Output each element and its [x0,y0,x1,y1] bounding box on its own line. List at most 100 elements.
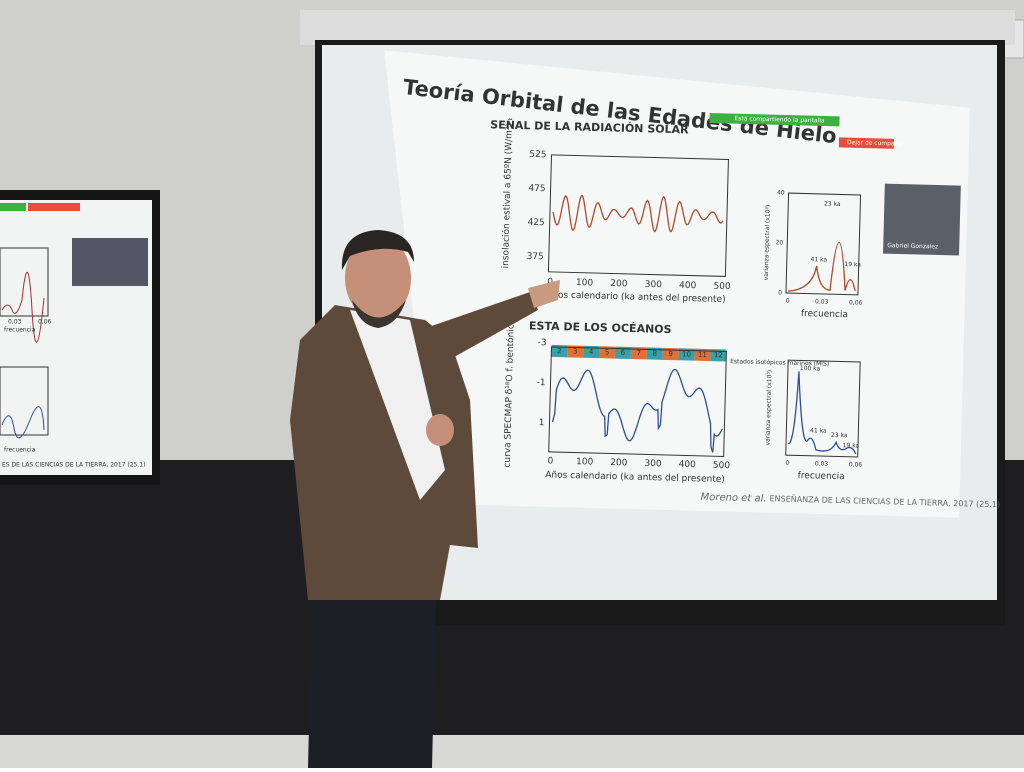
left-share-bar [0,203,26,211]
section-heading: SEÑAL DE LA RADIACIÓN SOLAR [490,118,689,136]
stage-cell [694,348,711,362]
chart1-xticks: 0 100 200 300 400 500 [547,277,731,292]
x-tick-label: 400 [679,281,697,291]
spectrum2-xlabel: frecuencia [798,471,845,482]
chart2-ylabel: curva SPECMAP δ¹⁸O f. bentónicos [502,314,517,468]
peak-label: 19 ka [844,261,861,268]
x-tick-label: 300 [644,459,662,469]
stage-bar: 2 3 4 5 6 7 8 9 10 11 12 [551,344,727,362]
stage-number: 4 [589,348,594,356]
x-tick-label: 0,06 [849,299,863,306]
stage-cell [630,346,647,360]
y-tick-label: -1 [536,378,545,388]
left-xlabel: frecuencia [4,447,36,454]
credit: Moreno et al. [700,492,766,505]
spectrum2-curve [787,371,857,455]
beard [352,300,406,328]
chart2-xlabel: Años calendario (ka antes del presente) [545,470,725,485]
participant-video [883,183,961,256]
share-bar [709,112,840,127]
section-heading: ESTA DE LOS OCÉANOS [529,319,672,336]
stage-number: 6 [621,349,626,357]
chart1-xlabel: Años calendario (ka antes del presente) [546,290,726,305]
x-tick-label: 300 [645,280,663,290]
left-spectrum-curve-2 [1,406,45,439]
y-tick-label: 0 [778,289,782,296]
x-tick-label: 100 [576,278,594,288]
spectrum1-curve [787,241,856,292]
peak-label: 23 ka [831,432,848,439]
stage-label: Estados isotópicos marinos (MIS) [730,358,829,368]
x-tick-label: 0 [547,456,553,466]
chart1-yticks: 525 475 425 375 [527,150,547,262]
stop-text[interactable]: Dejar de compartir [847,139,904,147]
y-tick-label: 20 [776,239,784,246]
stage-cell [646,347,663,360]
x-tick-label: 0,03 [815,298,829,305]
x-tick-label: 0 [786,298,790,305]
left-tick: 0,06 [38,319,52,326]
left-xlabel: frecuencia [4,327,36,334]
x-tick-label: 400 [679,460,697,470]
left-hand [426,414,454,446]
arm [420,292,538,365]
chart1-frame [547,154,729,277]
stage-number: 5 [605,348,610,356]
left-spectrum-box-2 [0,366,49,436]
y-tick-label: 425 [527,218,544,228]
presenter [290,230,560,768]
spectrum1-xlabel: frecuencia [801,309,848,320]
stage-cell [614,346,632,359]
chart2-yticks: -3 -1 1 [536,338,546,428]
peak-label: 41 ka [810,256,827,263]
stage-number: 8 [652,350,657,358]
peak-label: 41 ka [810,427,827,434]
stage-number: 10 [682,350,691,358]
stage-number: 7 [636,349,641,357]
peak-label: 100 ka [800,365,821,373]
spectrum1-ylabel: varianza espectral (x10³) [763,205,772,281]
x-tick-label: 0 [547,277,553,287]
y-tick-label: 375 [527,252,544,262]
jacket [290,305,478,600]
stage-number: 12 [714,351,723,359]
hair [341,230,414,270]
left-spectrum-box [0,247,49,317]
chart1-ylabel: insolación estival a 65ºN (W/m²) [500,123,515,269]
slide: Teoría Orbital de las Edades de Hielo Es… [384,50,1000,518]
stage-cell [678,348,695,361]
spectrum2-ylabel: varianza espectral (x10³) [764,370,773,446]
hand [528,280,560,308]
stage-number: 2 [557,347,562,355]
peak-label: 23 ka [824,201,841,208]
stage-cell [583,345,600,359]
stage-number: 11 [698,351,707,359]
share-text: Está compartiendo la pantalla [734,115,825,124]
participant-name: Gabriel Gonzalez [887,242,938,250]
stage-cell [598,346,616,359]
y-tick-label: 475 [528,184,545,194]
stage-cell [662,347,679,361]
chart2-frame [548,346,727,457]
x-tick-label: 200 [610,458,628,468]
chart2-xticks: 0 100 200 300 400 500 [547,456,730,471]
x-tick-label: 0,03 [815,460,829,467]
peak-label: 19 ka [843,442,860,449]
x-tick-label: 100 [576,457,594,467]
spectrum2-frame [785,359,861,458]
y-tick-label: -3 [537,338,546,348]
stage-cell [567,345,584,358]
shirt [350,310,445,500]
left-spectrum-curve [1,272,45,343]
face [345,236,411,320]
insolation-curve [552,195,724,233]
stage-number: 3 [573,347,578,355]
y-tick-label: 525 [529,150,546,160]
y-tick-label: 1 [539,418,545,428]
floor [0,735,1024,768]
slide-background [384,50,970,518]
stop-button[interactable] [838,137,895,149]
x-tick-label: 0,06 [849,461,863,468]
